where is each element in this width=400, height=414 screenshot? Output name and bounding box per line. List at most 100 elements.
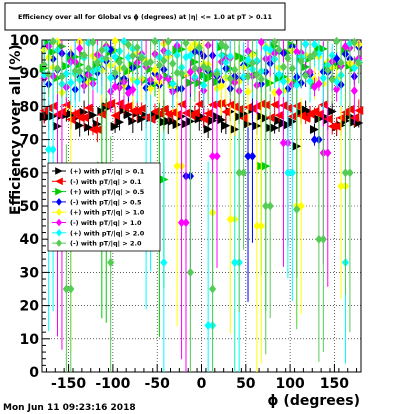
data-point bbox=[93, 58, 101, 68]
data-point bbox=[124, 40, 132, 50]
data-point bbox=[204, 321, 212, 331]
data-point bbox=[310, 82, 319, 92]
data-point bbox=[319, 234, 327, 244]
data-point bbox=[327, 106, 337, 116]
y-tick-label: 50 bbox=[20, 199, 40, 215]
data-point bbox=[123, 101, 133, 111]
data-point bbox=[120, 63, 128, 73]
data-point bbox=[111, 52, 119, 62]
data-point bbox=[164, 74, 172, 84]
chart-title: Efficiency over all for Global vs ϕ (deg… bbox=[18, 13, 272, 22]
data-point bbox=[244, 151, 252, 161]
data-point bbox=[293, 204, 301, 214]
data-point bbox=[203, 108, 213, 118]
data-point bbox=[155, 60, 164, 70]
data-point bbox=[71, 66, 79, 76]
data-point bbox=[182, 218, 190, 228]
data-point bbox=[231, 65, 239, 75]
data-point bbox=[123, 110, 133, 120]
legend-entry: (-) with pT/|q| > 1.0 bbox=[70, 219, 142, 228]
y-tick-label: 40 bbox=[20, 232, 40, 248]
data-point bbox=[45, 145, 53, 155]
data-point bbox=[67, 284, 75, 294]
x-tick-label: -150 bbox=[51, 376, 86, 392]
data-point bbox=[190, 108, 200, 118]
data-point bbox=[169, 59, 177, 69]
data-point bbox=[111, 82, 119, 92]
data-point bbox=[107, 73, 115, 83]
legend-marker bbox=[55, 208, 63, 216]
x-tick-label: 50 bbox=[236, 376, 256, 392]
legend-entry: (-) with pT/|q| > 0.1 bbox=[70, 178, 142, 187]
data-point bbox=[186, 267, 195, 277]
data-point bbox=[169, 79, 177, 89]
data-point bbox=[208, 151, 217, 161]
data-point bbox=[274, 110, 284, 120]
data-point bbox=[270, 123, 280, 133]
data-point bbox=[107, 257, 115, 267]
data-point bbox=[160, 56, 168, 66]
data-point bbox=[217, 81, 226, 91]
x-tick-label: -50 bbox=[145, 376, 171, 392]
data-point bbox=[324, 148, 332, 158]
data-point bbox=[186, 43, 195, 53]
data-point bbox=[173, 161, 181, 171]
data-point bbox=[346, 168, 354, 178]
data-point bbox=[333, 84, 341, 94]
data-point bbox=[279, 62, 288, 72]
data-point bbox=[199, 114, 209, 124]
data-point bbox=[262, 201, 270, 211]
data-point bbox=[271, 37, 279, 47]
legend-marker bbox=[55, 218, 63, 227]
data-point bbox=[253, 70, 261, 80]
data-point bbox=[151, 36, 159, 46]
legend-entry: (+) with pT/|q| > 0.5 bbox=[70, 188, 145, 197]
data-point bbox=[284, 168, 292, 178]
data-point bbox=[315, 79, 323, 89]
legend-marker bbox=[55, 177, 63, 186]
data-point bbox=[203, 124, 213, 134]
data-point bbox=[84, 63, 93, 73]
legend-box bbox=[47, 162, 161, 252]
data-point bbox=[115, 57, 124, 67]
y-tick-label: 0 bbox=[29, 365, 39, 381]
data-point bbox=[151, 65, 159, 75]
data-point bbox=[107, 45, 115, 55]
data-point bbox=[111, 36, 119, 46]
data-point bbox=[88, 110, 98, 120]
data-point bbox=[262, 43, 270, 53]
x-tick-label: 100 bbox=[275, 376, 304, 392]
data-point bbox=[146, 83, 155, 93]
data-point bbox=[53, 63, 62, 73]
data-point bbox=[80, 50, 88, 60]
data-point bbox=[186, 67, 195, 77]
data-point bbox=[195, 43, 203, 53]
data-point bbox=[310, 135, 319, 145]
data-point bbox=[84, 103, 94, 113]
legend-marker bbox=[55, 239, 63, 247]
data-point bbox=[194, 99, 204, 109]
data-point bbox=[146, 57, 155, 67]
data-point bbox=[129, 85, 137, 95]
y-tick-label: 70 bbox=[20, 133, 40, 149]
data-point bbox=[200, 80, 208, 90]
data-point bbox=[244, 72, 252, 82]
x-axis-title: ϕ (degrees) bbox=[267, 393, 360, 409]
data-point bbox=[302, 71, 310, 81]
data-point bbox=[75, 113, 85, 123]
data-point bbox=[253, 221, 261, 231]
data-point bbox=[315, 234, 323, 244]
y-tick-label: 80 bbox=[20, 99, 40, 115]
data-point bbox=[62, 69, 70, 79]
data-point bbox=[160, 257, 168, 267]
legend-entry: (-) with pT/|q| > 2.0 bbox=[70, 240, 142, 249]
legend-marker bbox=[55, 229, 63, 237]
legend-entry: (+) with pT/|q| > 0.1 bbox=[70, 168, 145, 177]
data-point bbox=[354, 106, 364, 116]
data-point bbox=[266, 201, 274, 211]
data-point bbox=[266, 45, 274, 55]
data-point bbox=[84, 122, 94, 132]
data-point bbox=[341, 41, 350, 51]
data-point bbox=[213, 151, 221, 161]
data-point bbox=[239, 168, 248, 178]
